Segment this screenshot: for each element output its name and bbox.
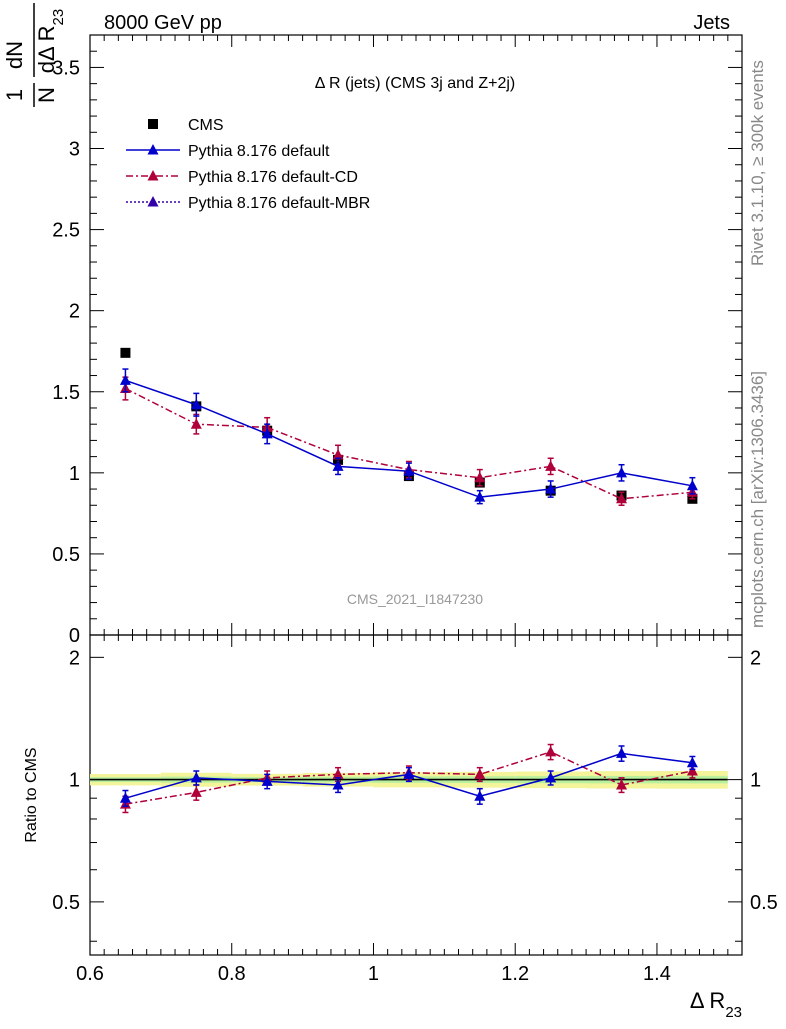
x-tick-label: 0.8 [218, 963, 246, 985]
pythia-default-point [545, 483, 557, 494]
ratio-pythia-cd-point [686, 765, 698, 776]
y-tick-label: 2 [69, 301, 80, 323]
y-tick-label-right: 2 [750, 647, 761, 669]
y-tick-label: 0 [69, 625, 80, 647]
x-tick-label: 0.6 [76, 963, 104, 985]
main-plot-panel: 0 0.5 1 1.5 2 2.5 3 3.51 NdN dΔ R23 Δ R (jets) (CM… [2, 3, 743, 647]
pythia-default-point [403, 465, 415, 476]
y-label-n: N [34, 87, 59, 103]
plot-labels: 8000 GeV pp Jets CMS_2021_I1847230 [104, 12, 730, 607]
rivet-version-label: Rivet 3.1.10, ≥ 300k events [748, 60, 767, 266]
legend-label: Pythia 8.176 default-CD [188, 169, 358, 186]
ratio-pythia-default-point [119, 792, 131, 803]
ratio-pythia-default-point [474, 790, 486, 801]
y-tick-label: 0.5 [52, 892, 80, 914]
process-label: Jets [693, 12, 730, 34]
legend-cms-marker [148, 119, 158, 129]
y-label-one: 1 [2, 89, 27, 101]
ratio-pythia-default-point [261, 775, 273, 786]
legend-label: Pythia 8.176 default-MBR [188, 195, 370, 212]
y-tick-label: 2.5 [52, 220, 80, 242]
y-tick-label: 1 [69, 770, 80, 792]
ratio-pythia-default-point [686, 756, 698, 768]
pythia-default-point [261, 427, 273, 439]
pythia-default-point [686, 479, 698, 491]
energy-label: 8000 GeV pp [104, 12, 222, 34]
pythia-cd-point [616, 492, 628, 504]
pythia-cd-point [474, 471, 486, 483]
legend-marker [147, 144, 159, 155]
ratio-pythia-default-point [332, 778, 344, 790]
ratio-frame [89, 634, 743, 956]
ratio-pythia-default-point [190, 771, 202, 783]
x-tick-label: 1 [368, 963, 379, 985]
y-tick-label-right: 0.5 [750, 892, 778, 914]
ratio-pythia-default-point [545, 771, 557, 783]
legend-marker [147, 196, 159, 207]
y-tick-label: 1.5 [52, 382, 80, 404]
ratio-pythia-default-point [403, 768, 415, 779]
ratio-pythia-cd-point [545, 745, 557, 757]
pythia-cd-point [332, 449, 344, 460]
cms-data-point [120, 347, 131, 358]
y-tick-label: 1 [69, 463, 80, 485]
y-label-ddr-sub: 23 [50, 9, 67, 26]
y-tick-label: 3 [69, 139, 80, 161]
legend-label: Pythia 8.176 default [188, 143, 330, 160]
pythia-default-point [474, 491, 486, 502]
pythia-default-point [119, 374, 131, 385]
y-axis-label: 1 NdN dΔ R23 [2, 3, 67, 107]
legend-marker [147, 170, 159, 181]
ratio-y-axis-label: Ratio to CMS [23, 747, 40, 842]
ratio-pythia-default-point [616, 747, 628, 758]
x-axis-label: Δ R23 [690, 988, 742, 1021]
mcplots-label: mcplots.cern.ch [arXiv:1306.3436] [748, 370, 767, 628]
x-tick-label: 1.4 [643, 963, 671, 985]
ratio-pythia-cd-point [616, 778, 628, 790]
y-label-dn: dN [2, 41, 27, 69]
x-tick-label: 1.2 [501, 963, 529, 985]
analysis-label: CMS_2021_I1847230 [347, 591, 483, 607]
pythia-cd-point [190, 418, 202, 429]
ratio-pythia-cd-point [474, 768, 486, 779]
ratio-pythia-cd-point [190, 786, 202, 797]
x-axis-label-sub: 23 [725, 1004, 742, 1021]
chart-title: Δ R (jets) (CMS 3j and Z+2j) [315, 75, 516, 92]
pythia-default-point [332, 460, 344, 471]
pythia-cd-line [125, 387, 693, 500]
legend-cms-label: CMS [188, 117, 224, 134]
ratio-plot-panel: 0.6 0.8 1 1.2 1.4 0.5 0.5 1 1 2 2 Δ R23 Ratio to CMS [23, 634, 778, 1021]
pythia-cd-point [545, 460, 557, 471]
ratio-pythia-cd-point [332, 768, 344, 779]
y-tick-label: 2 [69, 647, 80, 669]
y-tick-label: 0.5 [52, 544, 80, 566]
y-tick-label: 3.5 [52, 57, 80, 79]
pythia-default-point [190, 398, 202, 410]
pythia-default-point [616, 466, 628, 478]
y-tick-label-right: 1 [750, 770, 761, 792]
legend: CMS Pythia 8.176 default Pythia 8.176 defa… [126, 117, 370, 212]
